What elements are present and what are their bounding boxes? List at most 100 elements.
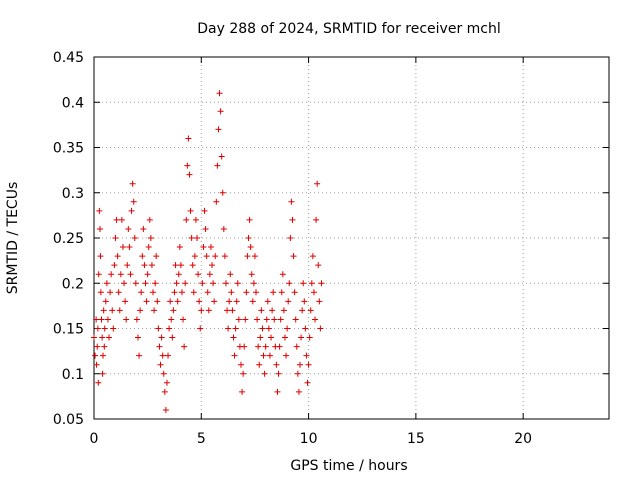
- data-point: [307, 307, 314, 314]
- data-points: [91, 90, 325, 413]
- data-point: [213, 198, 220, 205]
- data-point: [246, 216, 253, 223]
- data-point: [160, 370, 167, 377]
- data-point: [248, 271, 255, 278]
- data-point: [276, 343, 283, 350]
- data-point: [253, 289, 260, 296]
- data-point: [224, 307, 231, 314]
- data-point: [173, 280, 180, 287]
- data-point: [133, 316, 140, 323]
- data-point: [257, 334, 264, 341]
- x-tick-label: 20: [514, 431, 532, 447]
- data-point: [108, 271, 115, 278]
- data-point: [101, 343, 108, 350]
- data-point: [285, 298, 292, 305]
- data-point: [278, 289, 285, 296]
- data-point: [123, 316, 130, 323]
- data-point: [258, 307, 265, 314]
- data-point: [302, 325, 309, 332]
- data-point: [103, 280, 110, 287]
- data-point: [206, 271, 213, 278]
- data-point: [312, 316, 319, 323]
- data-point: [199, 280, 206, 287]
- data-point: [138, 289, 145, 296]
- data-point: [124, 262, 131, 269]
- data-point: [98, 316, 105, 323]
- y-tick-label: 0.15: [53, 322, 84, 338]
- data-point: [316, 298, 323, 305]
- data-point: [122, 298, 129, 305]
- data-point: [289, 216, 296, 223]
- data-point: [294, 370, 301, 377]
- data-point: [228, 289, 235, 296]
- data-point: [116, 307, 123, 314]
- data-point: [200, 244, 207, 251]
- data-point: [137, 307, 144, 314]
- data-point: [169, 334, 176, 341]
- data-point: [119, 244, 126, 251]
- data-point: [106, 334, 113, 341]
- data-point: [167, 298, 174, 305]
- data-point: [308, 280, 315, 287]
- axis-ticks: [93, 56, 609, 420]
- data-point: [113, 216, 120, 223]
- data-point: [191, 253, 198, 260]
- data-point: [204, 289, 211, 296]
- data-point: [104, 316, 111, 323]
- data-point: [114, 253, 121, 260]
- data-point: [154, 298, 161, 305]
- data-point: [290, 253, 297, 260]
- data-point: [216, 90, 223, 97]
- data-point: [221, 253, 228, 260]
- data-point: [318, 280, 325, 287]
- data-point: [180, 316, 187, 323]
- y-tick-label: 0.1: [62, 367, 84, 383]
- data-point: [178, 289, 185, 296]
- data-point: [300, 280, 307, 287]
- data-point: [299, 307, 306, 314]
- y-tick-label: 0.35: [53, 141, 84, 157]
- data-point: [97, 289, 104, 296]
- data-point: [157, 361, 164, 368]
- data-point: [187, 207, 194, 214]
- data-point: [155, 325, 162, 332]
- data-point: [225, 325, 232, 332]
- x-tick-label: 15: [407, 431, 425, 447]
- data-point: [163, 379, 170, 386]
- data-point: [93, 361, 100, 368]
- data-point: [115, 289, 122, 296]
- data-point: [136, 352, 143, 359]
- data-point: [96, 207, 103, 214]
- data-point: [188, 235, 195, 241]
- data-point: [209, 262, 216, 269]
- data-point: [219, 189, 226, 196]
- data-point: [215, 126, 222, 133]
- data-point: [146, 216, 153, 223]
- data-point: [298, 334, 305, 341]
- data-point: [92, 352, 99, 359]
- data-point: [266, 352, 273, 359]
- data-point: [184, 162, 191, 169]
- data-point: [304, 379, 311, 386]
- data-point: [233, 298, 240, 305]
- data-point: [192, 216, 199, 223]
- data-point: [229, 307, 236, 314]
- data-point: [176, 244, 183, 251]
- data-point: [227, 271, 234, 278]
- data-point: [245, 235, 252, 241]
- y-tick-label: 0.05: [53, 412, 84, 428]
- data-point: [303, 352, 310, 359]
- data-point: [118, 216, 125, 223]
- data-point: [210, 280, 217, 287]
- x-tick-label: 0: [90, 431, 99, 447]
- data-point: [280, 307, 287, 314]
- data-point: [291, 289, 298, 296]
- data-point: [162, 406, 169, 413]
- data-point: [295, 388, 302, 395]
- data-point: [110, 325, 117, 332]
- y-tick-label: 0.25: [53, 231, 84, 247]
- data-point: [277, 316, 284, 323]
- data-point: [117, 271, 124, 278]
- data-point: [144, 271, 151, 278]
- data-point: [172, 262, 179, 269]
